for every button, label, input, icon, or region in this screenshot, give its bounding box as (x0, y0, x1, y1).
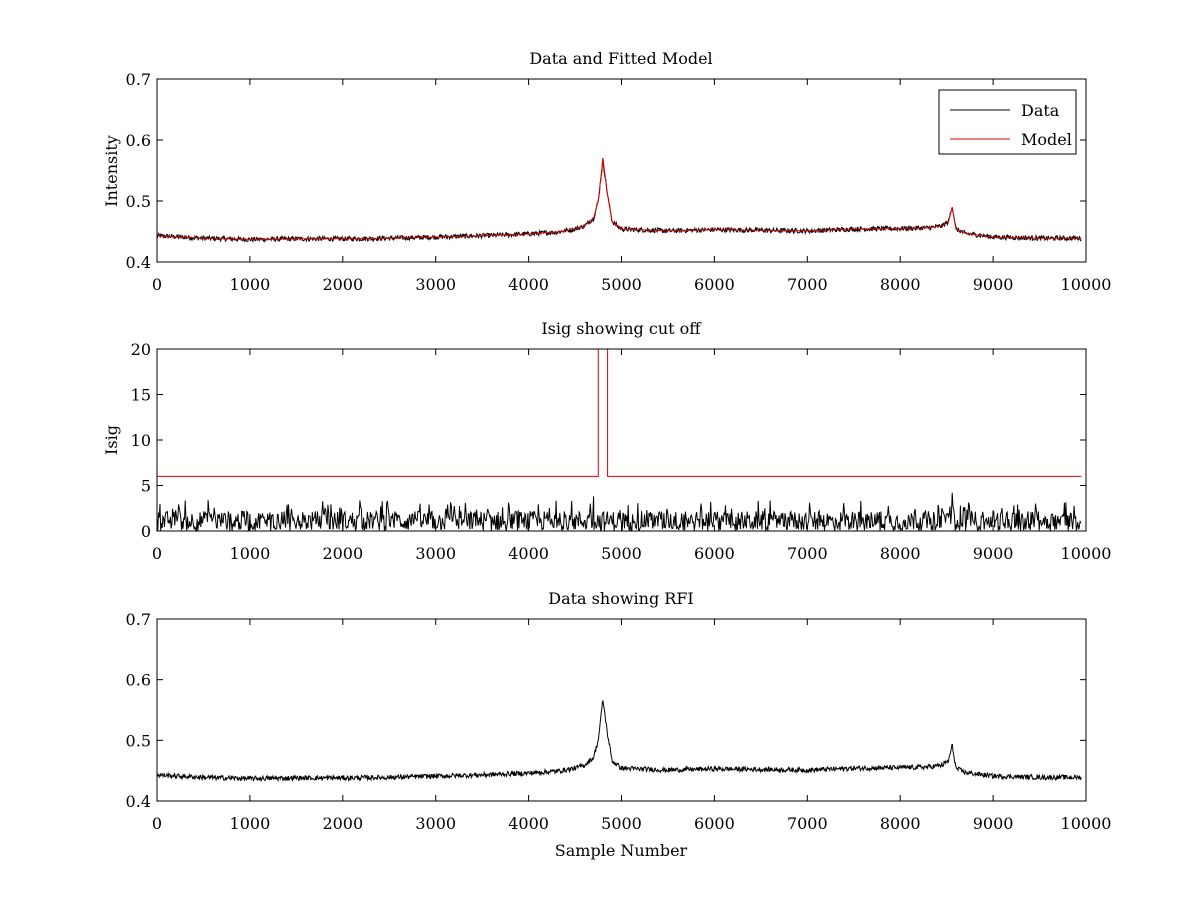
x-tick-label: 1000 (230, 814, 271, 833)
x-tick-label: 3000 (415, 814, 456, 833)
x-tick-label: 10000 (1061, 544, 1112, 563)
y-tick-label: 0.4 (126, 253, 151, 272)
x-tick-label: 0 (152, 275, 162, 294)
x-tick-label: 4000 (508, 544, 549, 563)
x-tick-label: 9000 (973, 544, 1014, 563)
series-isig (156, 492, 1082, 533)
x-tick-label: 4000 (508, 814, 549, 833)
x-tick-label: 7000 (787, 275, 828, 294)
x-tick-label: 0 (152, 814, 162, 833)
x-tick-label: 8000 (880, 814, 921, 833)
panel-title: Data showing RFI (548, 589, 693, 608)
legend-label-data: Data (1021, 101, 1060, 120)
x-tick-label: 2000 (322, 814, 363, 833)
y-axis-label: Intensity (102, 135, 121, 207)
panel-data-and-fitted-model: Data and Fitted Model Intensity 0 1000 200… (102, 49, 1111, 294)
panel-title: Data and Fitted Model (529, 49, 712, 68)
x-tick-label: 2000 (322, 275, 363, 294)
y-tick-label: 0.7 (126, 70, 151, 89)
y-tick-label: 5 (141, 477, 151, 496)
x-tick-label: 5000 (601, 275, 642, 294)
y-tick-label: 0 (141, 522, 151, 541)
x-tick-label: 3000 (415, 275, 456, 294)
panel-isig-cut-off: Isig showing cut off Isig 0 1000 2000 3000 4… (102, 319, 1111, 563)
x-axis-label: Sample Number (555, 841, 688, 860)
y-tick-label: 0.6 (126, 131, 151, 150)
x-tick-label: 5000 (601, 544, 642, 563)
x-tick-label: 9000 (973, 814, 1014, 833)
legend-box (938, 89, 1077, 155)
y-tick-label: 15 (131, 386, 151, 405)
x-tick-label: 10000 (1061, 275, 1112, 294)
series-data (156, 700, 1082, 783)
y-tick-label: 10 (131, 431, 151, 450)
x-tick-label: 1000 (230, 544, 271, 563)
y-tick-label: 0.4 (126, 792, 151, 811)
x-tick-label: 8000 (880, 275, 921, 294)
x-tick-label: 6000 (694, 814, 735, 833)
legend: Data Model (938, 89, 1077, 155)
x-tick-label: 8000 (880, 544, 921, 563)
y-axis-label: Isig (102, 425, 121, 455)
x-tick-label: 5000 (601, 814, 642, 833)
x-tick-label: 7000 (787, 814, 828, 833)
y-tick-label: 0.5 (126, 192, 151, 211)
x-tick-label: 0 (152, 544, 162, 563)
x-tick-label: 6000 (694, 544, 735, 563)
legend-label-model: Model (1021, 130, 1072, 149)
x-tick-label: 10000 (1061, 814, 1112, 833)
panel-data-showing-rfi: Data showing RFI Sample Number 0 1000 2000… (126, 589, 1112, 860)
y-tick-label: 20 (131, 340, 151, 359)
y-tick-label: 0.6 (126, 671, 151, 690)
x-tick-label: 7000 (787, 544, 828, 563)
series-model (157, 158, 1082, 240)
x-tick-label: 2000 (322, 544, 363, 563)
x-tick-label: 9000 (973, 275, 1014, 294)
y-tick-label: 0.7 (126, 610, 151, 629)
x-tick-label: 4000 (508, 275, 549, 294)
x-tick-label: 6000 (694, 275, 735, 294)
panel-title: Isig showing cut off (541, 319, 702, 338)
y-tick-label: 0.5 (126, 731, 151, 750)
x-tick-label: 3000 (415, 544, 456, 563)
x-tick-label: 1000 (230, 275, 271, 294)
